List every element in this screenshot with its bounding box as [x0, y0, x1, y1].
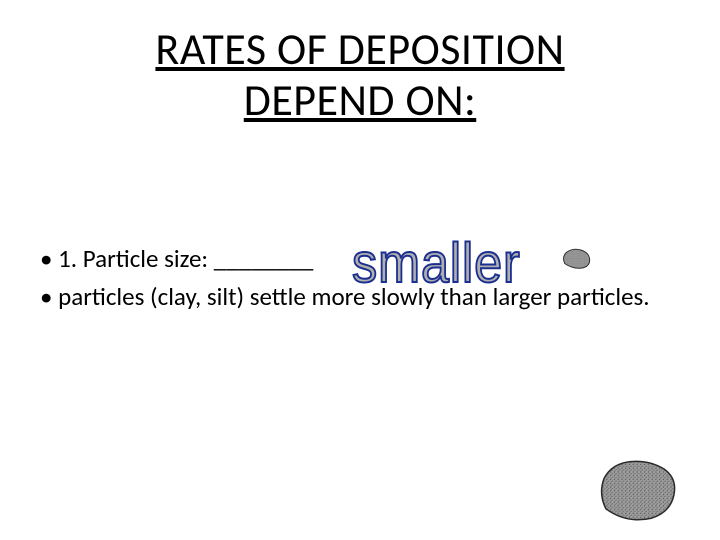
- rock-icon: [560, 246, 592, 270]
- slide: RATES OF DEPOSITION DEPEND ON: 1. Partic…: [0, 0, 720, 540]
- title-line-2: DEPEND ON:: [244, 73, 477, 127]
- wordart-smaller: smaller: [352, 230, 521, 295]
- rock-icon: [594, 456, 680, 522]
- title-line-1: RATES OF DEPOSITION: [155, 22, 564, 76]
- slide-title: RATES OF DEPOSITION DEPEND ON:: [0, 24, 720, 125]
